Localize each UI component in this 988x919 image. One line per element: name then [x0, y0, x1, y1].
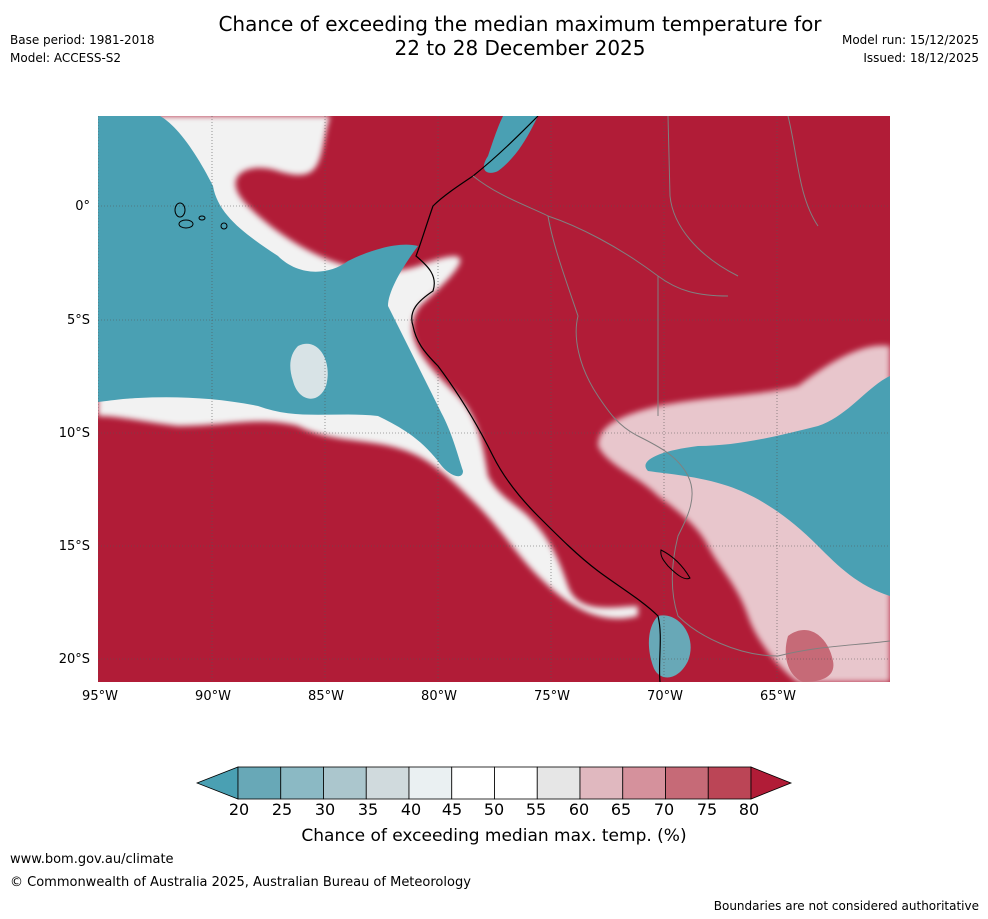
- title-line-2: 22 to 28 December 2025: [394, 36, 646, 60]
- lat-label-15s: 15°S: [58, 539, 90, 554]
- lon-label-75w: 75°W: [534, 689, 570, 704]
- copyright: © Commonwealth of Australia 2025, Austra…: [10, 875, 471, 890]
- colorbar-tick: 30: [314, 800, 336, 819]
- model-run: Model run: 15/12/2025: [841, 33, 979, 47]
- lon-label-70w: 70°W: [647, 689, 683, 704]
- colorbar-segment: [280, 766, 324, 800]
- colorbar-arrow-high: [750, 766, 793, 800]
- colorbar-tick: 65: [610, 800, 632, 819]
- colorbar-tick: 20: [228, 800, 250, 819]
- colorbar-tick: 60: [568, 800, 590, 819]
- colorbar-segment: [579, 766, 624, 800]
- colorbar-tick: 75: [696, 800, 718, 819]
- lat-label-20s: 20°S: [58, 652, 90, 667]
- graticule: [98, 116, 890, 682]
- colorbar-tick: 70: [653, 800, 675, 819]
- map-title: Chance of exceeding the median maximum t…: [0, 12, 988, 60]
- colorbar-segment: [494, 766, 538, 800]
- colorbar-segment: [622, 766, 666, 800]
- colorbar-segment: [323, 766, 367, 800]
- cool-anomaly-east: [645, 376, 890, 596]
- model-name: Model: ACCESS-S2: [10, 51, 122, 65]
- meta-left: Base period: 1981-2018 Model: ACCESS-S2: [10, 31, 155, 67]
- issued-date: Issued: 18/12/2025: [863, 51, 979, 65]
- colorbar-segment: [536, 766, 581, 800]
- colorbar-tick: 55: [525, 800, 547, 819]
- website-link[interactable]: www.bom.gov.au/climate: [10, 852, 174, 867]
- base-period: Base period: 1981-2018: [10, 33, 155, 47]
- colorbar-tick: 80: [738, 800, 760, 819]
- forecast-map: [98, 116, 890, 682]
- country-borders: [472, 116, 890, 657]
- neutral-pocket: [290, 343, 328, 399]
- warm-pocket-east: [785, 630, 834, 682]
- lon-label-80w: 80°W: [421, 689, 457, 704]
- colorbar-segment: [451, 766, 495, 800]
- colorbar-segment: [665, 766, 709, 800]
- meta-right: Model run: 15/12/2025 Issued: 18/12/2025: [842, 31, 979, 67]
- colorbar-tick: 50: [483, 800, 505, 819]
- colorbar-segment: [408, 766, 453, 800]
- boundary-note: Boundaries are not considered authoritat…: [713, 899, 979, 913]
- lat-label-0: 0°: [75, 199, 90, 214]
- lon-label-65w: 65°W: [760, 689, 796, 704]
- colorbar-title: Chance of exceeding median max. temp. (%…: [301, 826, 687, 846]
- colorbar: [196, 766, 793, 800]
- colorbar-tick: 35: [357, 800, 379, 819]
- coastline: [411, 116, 661, 682]
- lat-label-10s: 10°S: [58, 426, 90, 441]
- galapagos-islands: [174, 202, 228, 230]
- colorbar-segment: [237, 766, 282, 800]
- lat-label-5s: 5°S: [66, 313, 90, 328]
- colorbar-tick: 40: [400, 800, 422, 819]
- colorbar-segment: [365, 766, 410, 800]
- title-line-1: Chance of exceeding the median maximum t…: [218, 12, 822, 36]
- lon-label-95w: 95°W: [82, 689, 118, 704]
- colorbar-tick: 25: [271, 800, 293, 819]
- cool-anomaly-ocean: [98, 116, 463, 477]
- colorbar-segment: [707, 766, 752, 800]
- lon-label-85w: 85°W: [308, 689, 344, 704]
- lake-titicaca: [660, 549, 691, 580]
- colorbar-tick: 45: [441, 800, 463, 819]
- lon-label-90w: 90°W: [195, 689, 231, 704]
- colorbar-arrow-low: [196, 766, 239, 800]
